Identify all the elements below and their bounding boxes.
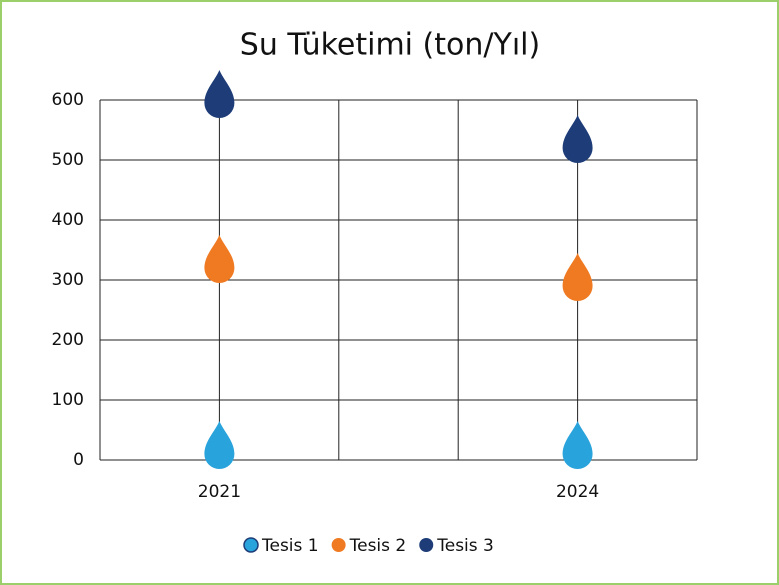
drop-marker (562, 421, 593, 470)
y-tick-label: 600 (52, 90, 84, 110)
y-tick-label: 100 (52, 390, 84, 410)
legend-marker (331, 538, 346, 552)
drop-marker (562, 253, 593, 301)
chart-title: Su Tüketimi (ton/Yıl) (240, 28, 540, 63)
y-tick-label: 200 (52, 330, 84, 350)
y-tick-label: 400 (52, 210, 84, 230)
drop-marker (204, 235, 235, 283)
legend-label: Tesis 1 (261, 536, 319, 556)
legend-label: Tesis 2 (349, 536, 407, 556)
legend-marker (419, 538, 434, 552)
x-tick-label: 2024 (556, 482, 599, 502)
legend-marker (243, 537, 259, 553)
drop-marker (562, 115, 593, 163)
y-tick-label: 0 (73, 450, 84, 470)
y-tick-label: 300 (52, 270, 84, 290)
drop-marker (204, 421, 235, 470)
drop-marker (204, 70, 235, 118)
y-tick-label: 500 (52, 150, 84, 170)
x-tick-label: 2021 (198, 482, 241, 502)
legend-label: Tesis 3 (436, 536, 494, 556)
